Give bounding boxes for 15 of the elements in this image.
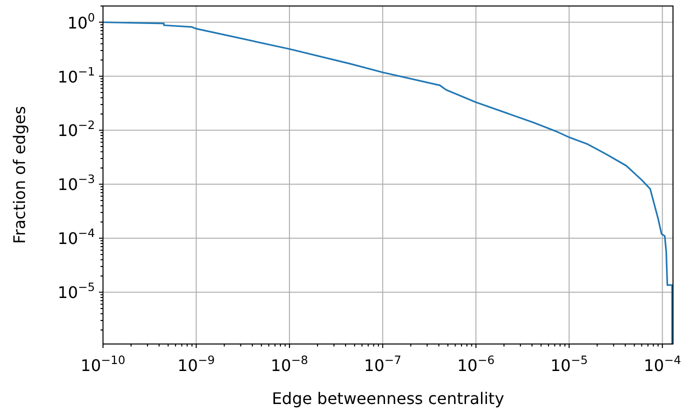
y-tick-label: 10$^{−2}$	[58, 118, 95, 140]
y-tick-label: 10$^{−5}$	[58, 280, 95, 302]
x-axis-title: Edge betweenness centrality	[272, 389, 504, 408]
x-tick-label: 10$^{−9}$	[178, 353, 215, 375]
x-tick-label: 10$^{−8}$	[270, 353, 308, 375]
x-tick-label: 10$^{−7}$	[364, 353, 402, 375]
y-tick-label: 10$^{−3}$	[58, 172, 95, 194]
y-tick-label: 10$^{−1}$	[58, 64, 95, 86]
x-tick-label: 10$^{−5}$	[550, 353, 588, 375]
x-tick-label: 10$^{−10}$	[80, 353, 126, 375]
x-tick-label: 10$^{−4}$	[644, 353, 682, 375]
x-tick-label: 10$^{−6}$	[457, 353, 495, 375]
y-tick-label: 10$^{−4}$	[58, 226, 95, 248]
y-tick-label: 10$^{0}$	[67, 10, 95, 32]
y-axis-title: Fraction of edges	[10, 106, 29, 244]
